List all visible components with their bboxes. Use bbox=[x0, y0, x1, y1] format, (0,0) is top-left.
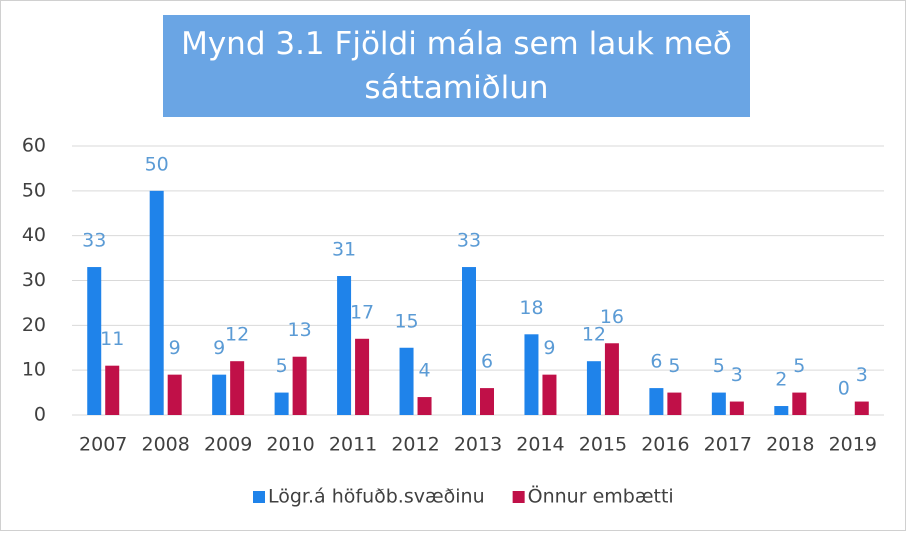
value-label: 0 bbox=[838, 378, 850, 400]
value-label: 9 bbox=[543, 337, 555, 359]
x-tick-label: 2014 bbox=[516, 434, 564, 456]
value-label: 2 bbox=[775, 369, 787, 391]
value-label: 15 bbox=[394, 310, 418, 332]
y-tick-label: 0 bbox=[34, 404, 46, 426]
bar bbox=[729, 401, 744, 415]
x-tick-label: 2015 bbox=[579, 434, 627, 456]
bar bbox=[230, 361, 245, 415]
value-label: 4 bbox=[418, 360, 430, 382]
x-tick-label: 2007 bbox=[79, 434, 127, 456]
x-tick-label: 2018 bbox=[766, 434, 814, 456]
chart-title: Mynd 3.1 Fjöldi mála sem lauk með sáttam… bbox=[163, 15, 750, 117]
value-label: 16 bbox=[600, 306, 624, 328]
bar bbox=[524, 334, 539, 415]
value-label: 5 bbox=[276, 355, 288, 377]
y-tick-label: 50 bbox=[22, 179, 46, 201]
value-label: 33 bbox=[82, 230, 106, 252]
y-tick-label: 30 bbox=[22, 269, 46, 291]
bar bbox=[480, 388, 494, 415]
value-label: 9 bbox=[213, 337, 225, 359]
y-tick-label: 40 bbox=[22, 224, 46, 246]
legend-label: Lögr.á höfuðb.svæðinu bbox=[268, 486, 485, 508]
bar bbox=[667, 392, 682, 415]
x-tick-label: 2017 bbox=[704, 434, 752, 456]
bar bbox=[212, 374, 227, 415]
value-label: 18 bbox=[519, 297, 543, 319]
y-tick-label: 10 bbox=[22, 359, 46, 381]
x-tick-label: 2016 bbox=[641, 434, 689, 456]
bar bbox=[792, 392, 807, 415]
legend-swatch bbox=[512, 491, 525, 503]
bar bbox=[105, 365, 120, 415]
bar bbox=[399, 347, 414, 415]
x-tick-label: 2009 bbox=[204, 434, 252, 456]
x-tick-label: 2011 bbox=[329, 434, 377, 456]
y-tick-label: 60 bbox=[22, 135, 46, 157]
value-label: 5 bbox=[668, 355, 680, 377]
bar bbox=[774, 406, 789, 415]
value-label: 31 bbox=[332, 239, 356, 261]
x-tick-label: 2019 bbox=[829, 434, 877, 456]
bar bbox=[649, 388, 664, 415]
bar bbox=[337, 276, 352, 415]
x-tick-label: 2012 bbox=[391, 434, 439, 456]
x-tick-label: 2008 bbox=[142, 434, 190, 456]
value-label: 6 bbox=[481, 351, 493, 373]
bar bbox=[542, 374, 557, 415]
bar bbox=[355, 338, 370, 415]
value-label: 3 bbox=[731, 364, 743, 386]
bar bbox=[274, 392, 289, 415]
bar bbox=[604, 343, 619, 415]
value-label: 33 bbox=[457, 230, 481, 252]
value-label: 5 bbox=[793, 355, 805, 377]
bar bbox=[854, 401, 869, 415]
value-label: 11 bbox=[100, 328, 124, 350]
value-label: 50 bbox=[145, 153, 169, 175]
bar bbox=[167, 374, 182, 415]
bar bbox=[292, 356, 307, 415]
value-label: 3 bbox=[856, 364, 868, 386]
value-label: 12 bbox=[582, 324, 606, 346]
x-tick-label: 2010 bbox=[266, 434, 314, 456]
bar bbox=[462, 267, 476, 415]
value-label: 6 bbox=[650, 351, 662, 373]
bar bbox=[149, 190, 164, 415]
bar bbox=[586, 361, 601, 415]
value-label: 12 bbox=[225, 324, 249, 346]
bar bbox=[87, 267, 102, 415]
value-label: 17 bbox=[350, 301, 374, 323]
bar bbox=[417, 397, 432, 415]
legend-label: Önnur embætti bbox=[528, 485, 674, 508]
legend-swatch bbox=[253, 491, 265, 503]
value-label: 13 bbox=[288, 319, 312, 341]
bar bbox=[711, 392, 726, 415]
value-label: 5 bbox=[713, 355, 725, 377]
value-label: 9 bbox=[169, 337, 181, 359]
y-tick-label: 20 bbox=[22, 314, 46, 336]
x-tick-label: 2013 bbox=[454, 434, 502, 456]
